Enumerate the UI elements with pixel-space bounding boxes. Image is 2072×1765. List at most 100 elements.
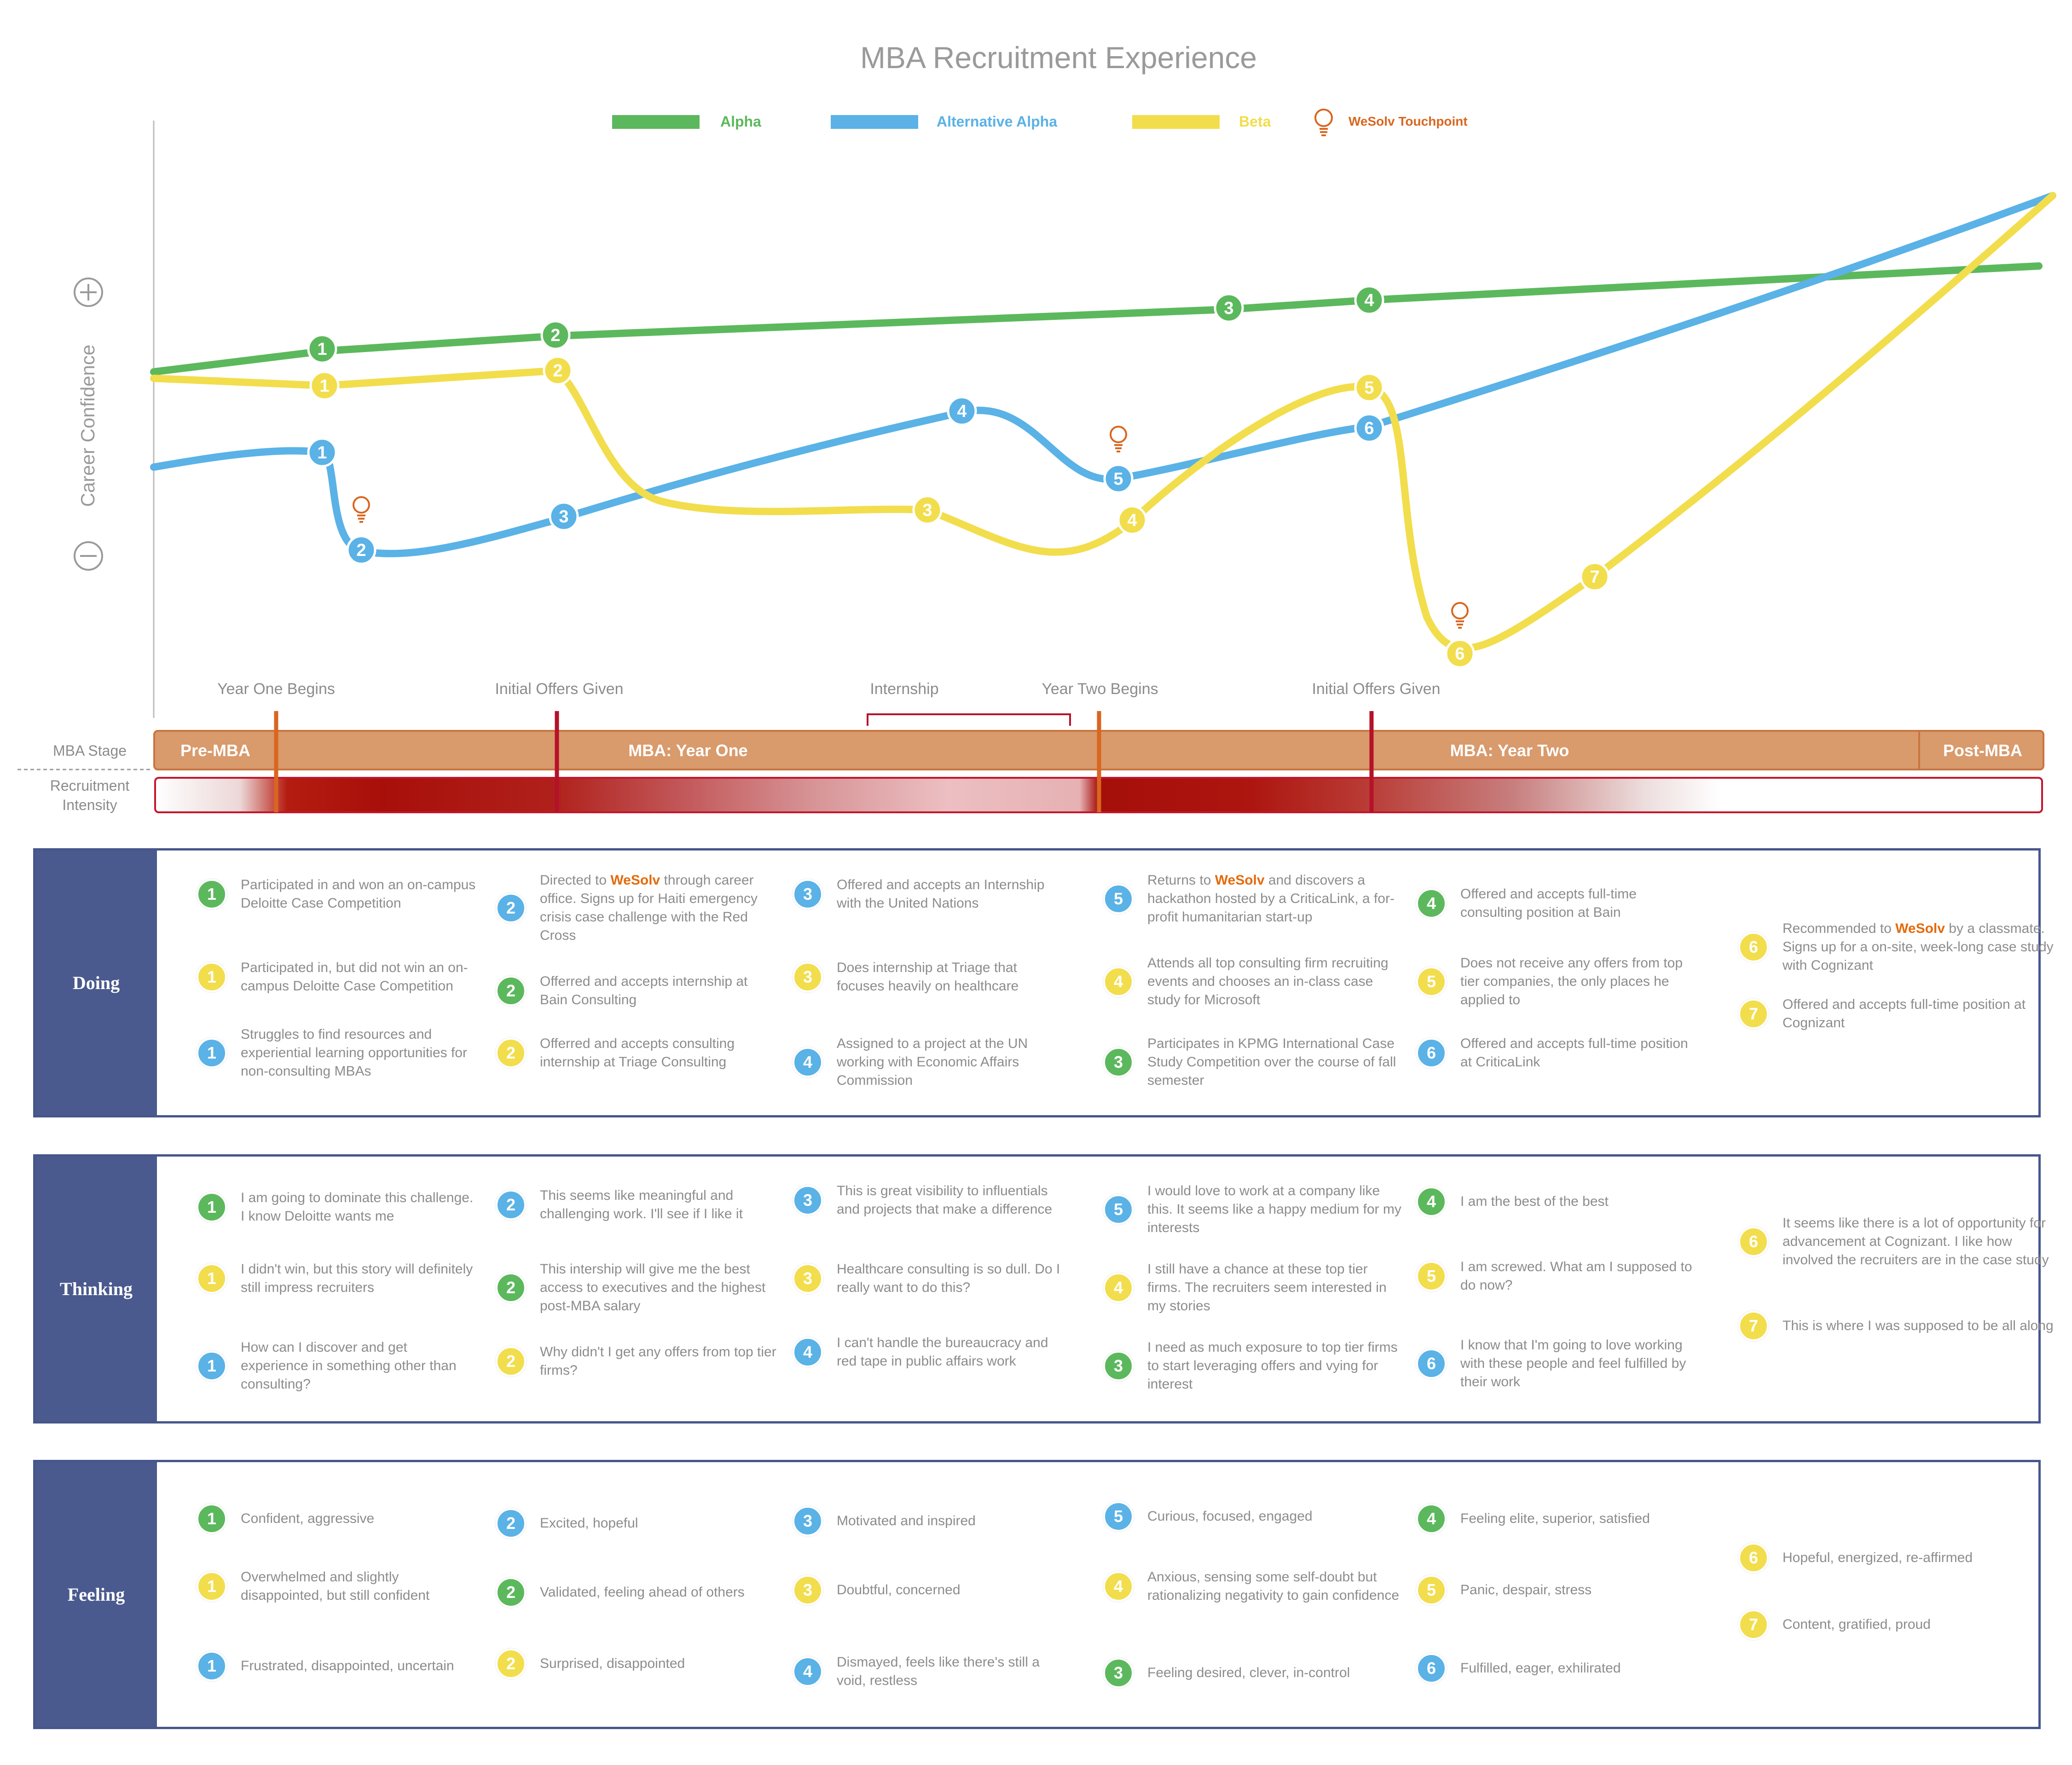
entry-text: Offered and accepts full-time consulting…: [1460, 886, 1637, 920]
step-number-badge: 2: [496, 1038, 526, 1068]
step-number-badge: 4: [793, 1337, 823, 1367]
wesolv-highlight: WeSolv: [610, 873, 660, 888]
step-number-badge: 4: [1416, 1186, 1447, 1217]
svg-text:5: 5: [1113, 469, 1123, 489]
doing-entry: 4 Offered and accepts full-time consultin…: [1416, 885, 1697, 922]
beta-marker-5: 5: [1354, 372, 1384, 403]
svg-text:1: 1: [317, 340, 327, 359]
feeling-entry: 5 Curious, focused, engaged: [1103, 1501, 1402, 1532]
beta-marker-4: 4: [1117, 505, 1147, 535]
doing-entry: 2 Offerred and accepts consulting interns…: [496, 1035, 776, 1071]
step-number-badge: 6: [1738, 1543, 1769, 1573]
internship-bracket: [867, 713, 1071, 726]
entry-text: Participated in and won an on-campus Del…: [241, 877, 476, 911]
step-number-badge: 7: [1738, 999, 1769, 1029]
legend-label-alt-alpha: Alternative Alpha: [937, 113, 1057, 130]
step-number-badge: 4: [1416, 888, 1447, 919]
alt-alpha-marker-5: 5: [1103, 463, 1134, 494]
entry-text: Doubtful, concerned: [837, 1582, 961, 1597]
stage-post-mba: Post-MBA: [1943, 741, 2022, 760]
step-number-badge: 1: [197, 1571, 227, 1602]
feeling-entry: 1 Frustrated, disappointed, uncertain: [197, 1651, 477, 1681]
step-number-badge: 2: [496, 976, 526, 1006]
doing-entry: 1 Struggles to find resources and experie…: [197, 1025, 477, 1081]
stage-year-one: MBA: Year One: [628, 741, 747, 760]
step-number-badge: 1: [197, 1038, 227, 1068]
svg-text:5: 5: [1364, 378, 1374, 398]
doing-entry: 5 Does not receive any offers from top ti…: [1416, 954, 1697, 1009]
entry-text: Participated in, but did not win an on-c…: [241, 960, 468, 994]
doing-entry: 3 Participates in KPMG International Case…: [1103, 1035, 1402, 1090]
doing-entry: 6 Offered and accepts full-time position …: [1416, 1035, 1697, 1071]
entry-text: How can I discover and get experience in…: [241, 1340, 457, 1392]
feeling-entry: 2 Surprised, disappointed: [496, 1649, 776, 1679]
step-number-badge: 2: [496, 1649, 526, 1679]
step-number-badge: 1: [197, 962, 227, 992]
entry-text: Participates in KPMG International Case …: [1147, 1036, 1396, 1088]
entry-text: Motivated and inspired: [837, 1513, 976, 1528]
entry-text: I still have a chance at these top tier …: [1147, 1262, 1387, 1314]
entry-text: Overwhelmed and slightly disappointed, b…: [241, 1569, 430, 1603]
alt-alpha-line: [150, 192, 2056, 557]
entry-text: Surprised, disappointed: [540, 1656, 685, 1671]
svg-text:2: 2: [550, 326, 560, 345]
step-number-badge: 2: [496, 1190, 526, 1220]
legend-swatch-beta: [1132, 115, 1220, 129]
entry-text: Offered and accepts an Internship with t…: [837, 877, 1045, 911]
beta-marker-1: 1: [309, 370, 340, 401]
step-number-badge: 3: [1103, 1047, 1134, 1077]
thinking-entry: 4 I am the best of the best: [1416, 1186, 1697, 1217]
feeling-header: Feeling: [35, 1462, 157, 1727]
feeling-entry: 7 Content, gratified, proud: [1738, 1609, 2065, 1640]
entry-text: Assigned to a project at the UN working …: [837, 1036, 1028, 1088]
feeling-entry: 5 Panic, despair, stress: [1416, 1575, 1697, 1605]
doing-entry: 1 Participated in and won an on-campus De…: [197, 876, 477, 913]
svg-text:4: 4: [957, 402, 967, 421]
milestone-internship: Internship: [870, 680, 938, 698]
wesolv-highlight: WeSolv: [1895, 921, 1945, 936]
step-number-badge: 5: [1416, 1575, 1447, 1605]
alpha-marker-1: 1: [307, 334, 337, 364]
step-number-badge: 1: [197, 1651, 227, 1681]
feeling-entry: 6 Hopeful, energized, re-affirmed: [1738, 1543, 2065, 1573]
entry-text: Offered and accepts full-time position a…: [1783, 997, 2026, 1030]
entry-text: Attends all top consulting firm recruiti…: [1147, 955, 1389, 1007]
step-number-badge: 7: [1738, 1311, 1769, 1341]
entry-text: Offerred and accepts consulting internsh…: [540, 1036, 735, 1070]
entry-text: It seems like there is a lot of opportun…: [1783, 1215, 2049, 1267]
step-number-badge: 5: [1416, 1261, 1447, 1291]
entry-text: I can't handle the bureaucracy and red t…: [837, 1335, 1048, 1369]
legend-swatch-alt-alpha: [831, 115, 918, 129]
beta-marker-6: 6: [1445, 638, 1475, 669]
alpha-marker-2: 2: [540, 320, 571, 350]
step-number-badge: 4: [793, 1047, 823, 1077]
feeling-entry: 3 Motivated and inspired: [793, 1506, 1064, 1536]
entry-text: I am the best of the best: [1460, 1194, 1609, 1209]
feeling-entry: 1 Confident, aggressive: [197, 1504, 477, 1534]
entry-text: Does not receive any offers from top tie…: [1460, 955, 1683, 1007]
step-number-badge: 3: [1103, 1658, 1134, 1688]
doing-entry: 4 Assigned to a project at the UN working…: [793, 1035, 1064, 1090]
step-number-badge: 5: [1103, 884, 1134, 914]
feeling-section: Feeling 1 Confident, aggressive 1 Overwhelm…: [33, 1460, 2041, 1729]
feeling-entry: 2 Validated, feeling ahead of others: [496, 1577, 776, 1608]
alpha-marker-4: 4: [1354, 285, 1384, 315]
beta-marker-3: 3: [912, 495, 943, 525]
entry-text: Recommended to WeSolv by a classmate. Si…: [1783, 921, 2054, 973]
step-number-badge: 3: [793, 1575, 823, 1605]
thinking-entry: 4 I can't handle the bureaucracy and red …: [793, 1334, 1064, 1371]
feeling-entry: 2 Excited, hopeful: [496, 1508, 776, 1539]
entry-text: I didn't win, but this story will defini…: [241, 1262, 473, 1295]
thinking-entry: 3 I need as much exposure to top tier fir…: [1103, 1338, 1402, 1394]
alpha-marker-3: 3: [1214, 293, 1244, 323]
doing-entry: 2 Offerred and accepts internship at Bain…: [496, 972, 776, 1009]
touchpoint-lightbulb-icon: [1451, 602, 1469, 629]
alt-alpha-marker-4: 4: [947, 396, 977, 426]
entry-text: Validated, feeling ahead of others: [540, 1585, 745, 1600]
svg-text:7: 7: [1590, 567, 1599, 587]
thinking-entry: 2 This seems like meaningful and challeng…: [496, 1186, 776, 1223]
step-number-badge: 3: [793, 1263, 823, 1294]
entry-text: Excited, hopeful: [540, 1516, 638, 1531]
svg-text:4: 4: [1127, 511, 1137, 530]
entry-text: I am going to dominate this challenge. I…: [241, 1190, 474, 1224]
